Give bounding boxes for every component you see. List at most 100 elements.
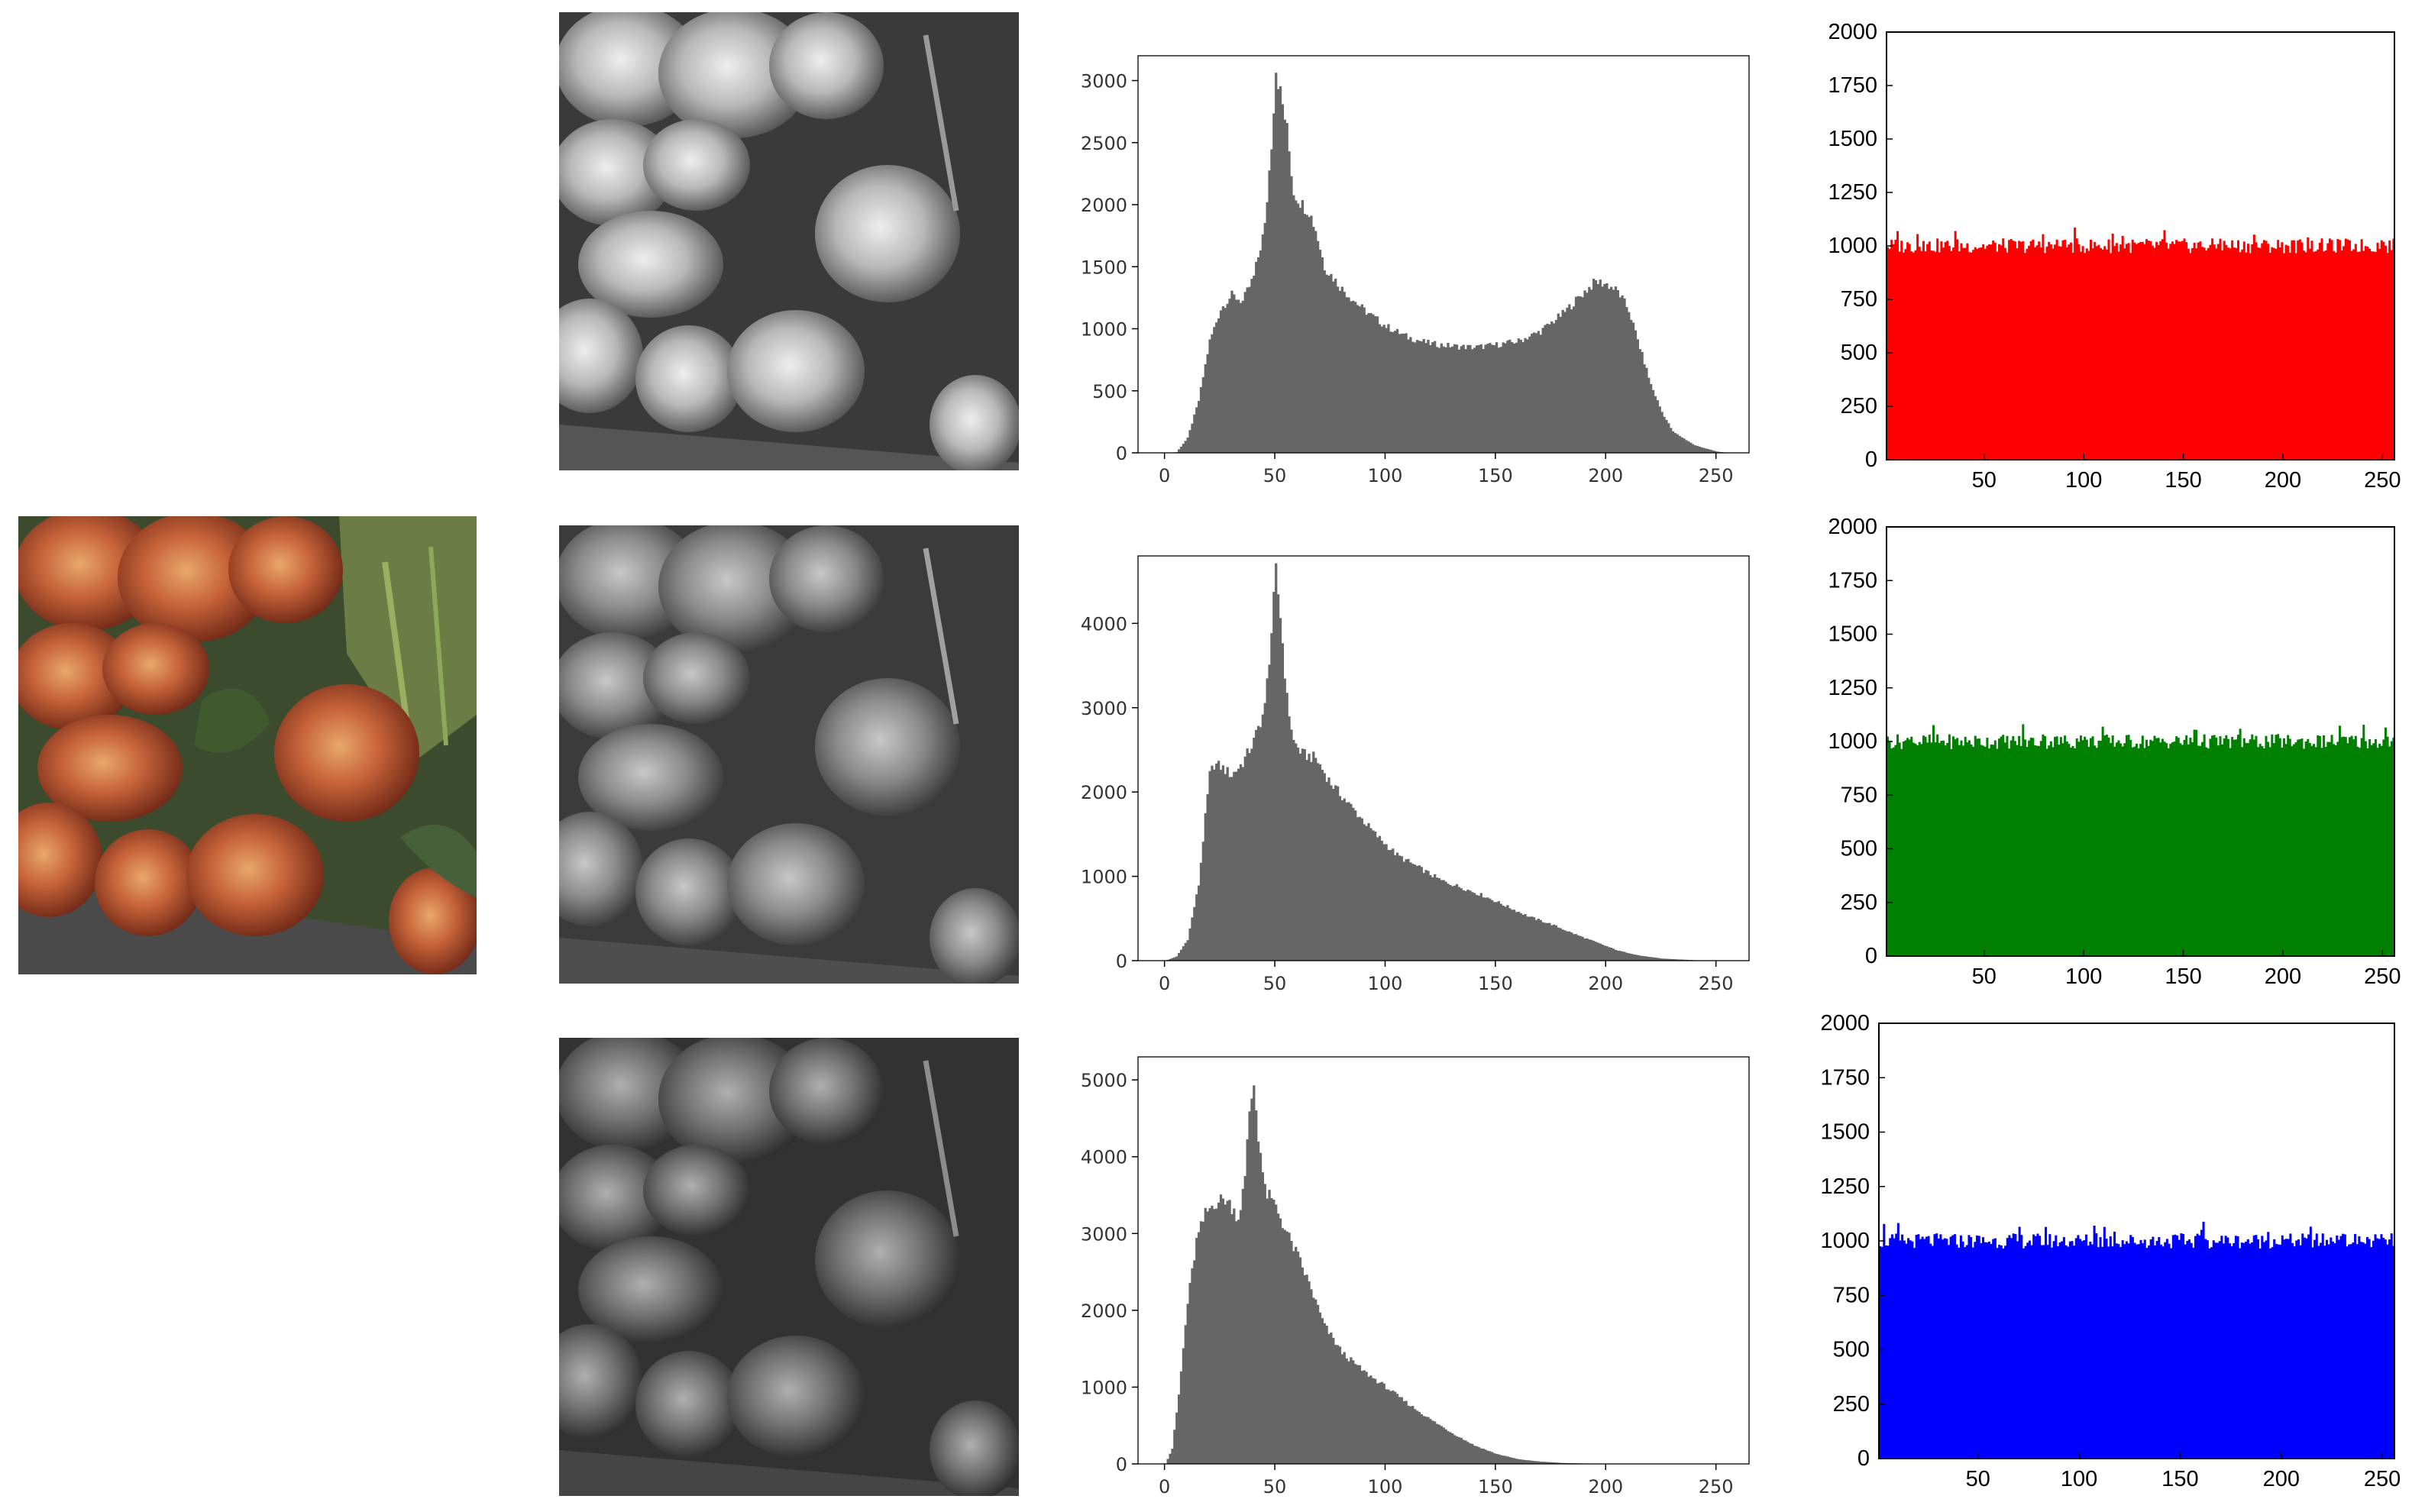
histogram-bar bbox=[1407, 859, 1409, 961]
histogram-bar bbox=[2211, 735, 2213, 956]
green-channel-grayscale-image bbox=[559, 525, 1019, 984]
histogram-bar bbox=[2026, 1242, 2029, 1459]
histogram-bar bbox=[2207, 248, 2210, 460]
histogram-bar bbox=[1204, 813, 1207, 961]
histogram-bar bbox=[1524, 1460, 1526, 1464]
histogram-bar bbox=[1643, 364, 1645, 453]
histogram-bar bbox=[1630, 320, 1632, 453]
histogram-bar bbox=[1976, 738, 1978, 956]
histogram-bar bbox=[1321, 257, 1324, 453]
histogram-bar bbox=[1922, 735, 1925, 956]
histogram-bar bbox=[1528, 337, 1531, 453]
histogram-bar bbox=[1537, 331, 1540, 453]
histogram-bar bbox=[1376, 838, 1379, 961]
histogram-bar bbox=[2323, 1245, 2326, 1459]
histogram-bar bbox=[1403, 861, 1405, 961]
histogram-bar bbox=[1299, 754, 1301, 961]
histogram-bar bbox=[1381, 1382, 1383, 1464]
histogram-bar bbox=[2207, 1240, 2209, 1459]
histogram-bar bbox=[2184, 1245, 2187, 1459]
histogram-bar bbox=[2077, 244, 2080, 460]
histogram-bar bbox=[1608, 947, 1610, 961]
histogram-bar bbox=[1330, 274, 1332, 453]
histogram-bar bbox=[2247, 743, 2249, 956]
histogram-bar bbox=[1242, 1189, 1244, 1464]
histogram-bar bbox=[1986, 246, 1988, 460]
histogram-bar bbox=[1230, 1214, 1233, 1464]
histogram-bar bbox=[1560, 928, 1562, 961]
histogram-bar bbox=[1365, 826, 1367, 961]
histogram-bar bbox=[2205, 250, 2207, 460]
y-tick-label: 0 bbox=[1865, 447, 1877, 472]
histogram-bar bbox=[1299, 1257, 1301, 1464]
histogram-bar bbox=[2235, 248, 2237, 460]
histogram-bar bbox=[1980, 247, 1983, 460]
histogram-bar bbox=[2096, 246, 2098, 460]
histogram-bar bbox=[2097, 1247, 2100, 1459]
histogram-bar bbox=[1237, 769, 1240, 961]
histogram-bar bbox=[1595, 280, 1597, 453]
histogram-bar bbox=[2313, 744, 2315, 956]
histogram-bar bbox=[2048, 745, 2050, 956]
histogram-bar bbox=[1932, 1246, 1934, 1459]
histogram-bar bbox=[1264, 703, 1266, 961]
histogram-bar bbox=[1672, 431, 1674, 453]
histogram-bar bbox=[1188, 929, 1191, 961]
histogram-bar bbox=[1327, 777, 1330, 961]
histogram-bar bbox=[1379, 1383, 1381, 1464]
histogram-bar bbox=[2279, 738, 2281, 956]
histogram-bar bbox=[2204, 1239, 2207, 1459]
histogram-bar bbox=[1182, 444, 1185, 453]
histogram-bar bbox=[1444, 347, 1447, 453]
histogram-bar bbox=[1220, 1194, 1222, 1464]
histogram-bar bbox=[1403, 1401, 1405, 1464]
histogram-bar bbox=[2245, 253, 2247, 460]
histogram-bar bbox=[2083, 1240, 2085, 1459]
histogram-bar bbox=[2087, 251, 2090, 460]
histogram-bar bbox=[1248, 1111, 1250, 1464]
histogram-bar bbox=[2014, 1234, 2016, 1459]
histogram-bar bbox=[1217, 318, 1220, 453]
histogram-bar bbox=[1436, 877, 1438, 961]
histogram-bar bbox=[1277, 1213, 1279, 1464]
histogram-bar bbox=[1502, 906, 1505, 961]
histogram-bar bbox=[2365, 741, 2367, 956]
histogram-bar bbox=[1319, 764, 1321, 961]
histogram-bar bbox=[1305, 215, 1308, 453]
histogram-bar bbox=[1583, 290, 1586, 453]
histogram-bar bbox=[1909, 244, 1911, 460]
histogram-bar bbox=[1984, 249, 1987, 460]
histogram-bar bbox=[2237, 735, 2239, 956]
histogram-bar bbox=[1207, 1211, 1209, 1464]
histogram-bar bbox=[2051, 747, 2054, 956]
histogram-bar bbox=[2008, 1235, 2010, 1459]
histogram-bar bbox=[2132, 1237, 2134, 1459]
y-tick-label: 1500 bbox=[1828, 622, 1877, 647]
histogram-bar bbox=[2056, 736, 2058, 956]
histogram-bar bbox=[1396, 853, 1398, 961]
histogram-bar bbox=[2161, 239, 2164, 460]
histogram-bar bbox=[1213, 1209, 1215, 1464]
x-tick-label: 200 bbox=[1588, 465, 1623, 486]
histogram-bar bbox=[2168, 748, 2170, 956]
histogram-bar bbox=[2096, 748, 2098, 956]
histogram-bar bbox=[2203, 247, 2206, 460]
histogram-bar bbox=[1449, 885, 1451, 961]
histogram-bar bbox=[1295, 743, 1297, 961]
histogram-bar bbox=[2169, 244, 2171, 460]
histogram-bar bbox=[2006, 1238, 2009, 1459]
histogram-bar bbox=[2371, 251, 2373, 460]
histogram-bar bbox=[1288, 1233, 1290, 1464]
histogram-bar bbox=[2128, 243, 2130, 460]
histogram-bar bbox=[1191, 1268, 1193, 1464]
histogram-bar bbox=[1389, 1391, 1392, 1464]
histogram-bar bbox=[2376, 1239, 2378, 1459]
histogram-bar bbox=[1284, 679, 1286, 961]
histogram-bar bbox=[1909, 1240, 1912, 1459]
histogram-bar bbox=[1522, 1460, 1524, 1464]
histogram-bar bbox=[1919, 742, 1921, 956]
histogram-bar bbox=[1262, 715, 1264, 961]
histogram-bar bbox=[2203, 735, 2206, 956]
histogram-bar bbox=[2012, 736, 2014, 956]
histogram-bar bbox=[2051, 249, 2054, 460]
